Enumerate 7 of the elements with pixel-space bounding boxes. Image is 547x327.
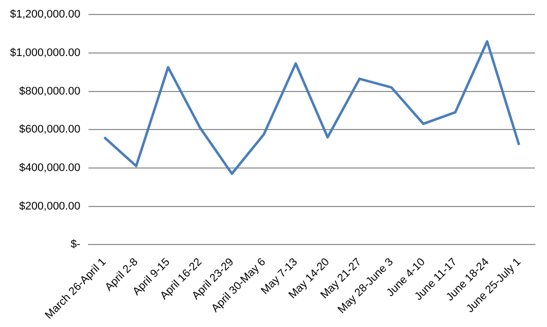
y-tick-label: $1,200,000.00 [10, 8, 80, 21]
y-tick-label: $600,000.00 [19, 124, 80, 136]
y-tick-label: $1,000,000.00 [10, 46, 80, 59]
y-tick-label: $800,000.00 [19, 85, 80, 98]
y-tick-label: $400,000.00 [19, 162, 80, 174]
y-tick-label: $200,000.00 [19, 200, 80, 212]
y-tick-label: $- [70, 238, 81, 251]
